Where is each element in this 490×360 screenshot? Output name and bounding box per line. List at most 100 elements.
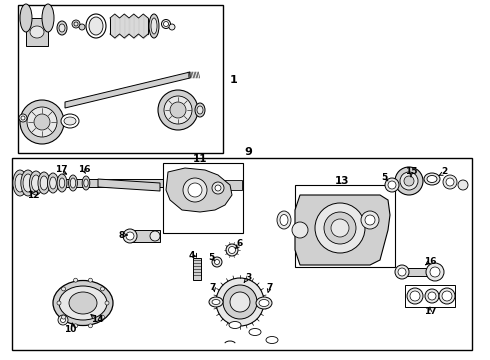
Ellipse shape	[21, 170, 35, 196]
Ellipse shape	[29, 171, 43, 195]
Circle shape	[20, 100, 64, 144]
Circle shape	[365, 215, 375, 225]
Ellipse shape	[280, 215, 288, 225]
Ellipse shape	[70, 178, 76, 188]
Ellipse shape	[424, 173, 440, 185]
Text: 8: 8	[119, 230, 125, 239]
Circle shape	[74, 22, 78, 26]
Ellipse shape	[59, 286, 107, 320]
Circle shape	[395, 167, 423, 195]
Circle shape	[88, 278, 93, 282]
Circle shape	[100, 315, 104, 319]
Circle shape	[21, 116, 25, 120]
Circle shape	[34, 114, 50, 130]
Circle shape	[212, 182, 224, 194]
Circle shape	[410, 291, 420, 301]
Circle shape	[223, 285, 257, 319]
Circle shape	[188, 183, 202, 197]
Circle shape	[425, 289, 439, 303]
Circle shape	[150, 231, 160, 241]
Ellipse shape	[23, 174, 33, 192]
Text: 14: 14	[91, 315, 103, 324]
Circle shape	[158, 90, 198, 130]
Ellipse shape	[427, 175, 437, 183]
Circle shape	[62, 287, 66, 291]
Text: 6: 6	[237, 239, 243, 248]
Circle shape	[19, 114, 27, 122]
Ellipse shape	[13, 170, 27, 196]
Ellipse shape	[82, 176, 90, 190]
Ellipse shape	[59, 178, 65, 188]
Bar	[130, 230, 160, 242]
Text: 16: 16	[78, 165, 90, 174]
Polygon shape	[166, 168, 232, 212]
Text: 5: 5	[381, 172, 387, 181]
Ellipse shape	[86, 14, 106, 38]
Circle shape	[407, 288, 423, 304]
Text: 13: 13	[335, 176, 349, 186]
Ellipse shape	[42, 4, 54, 32]
Ellipse shape	[64, 117, 76, 125]
Ellipse shape	[59, 24, 65, 32]
Ellipse shape	[31, 175, 40, 191]
Ellipse shape	[49, 177, 56, 189]
Circle shape	[324, 212, 356, 244]
Circle shape	[164, 22, 169, 27]
Ellipse shape	[40, 176, 48, 190]
Bar	[12, 158, 472, 350]
Ellipse shape	[57, 174, 67, 192]
Ellipse shape	[151, 18, 157, 34]
Text: 11: 11	[193, 154, 207, 164]
Bar	[26, 18, 48, 46]
Circle shape	[292, 222, 308, 238]
Circle shape	[404, 176, 414, 186]
Circle shape	[385, 178, 399, 192]
Ellipse shape	[61, 114, 79, 128]
Circle shape	[126, 232, 134, 240]
Circle shape	[458, 180, 468, 190]
Text: 16: 16	[424, 256, 436, 266]
Ellipse shape	[69, 175, 77, 191]
Ellipse shape	[195, 103, 205, 117]
Text: 7: 7	[267, 283, 273, 292]
Circle shape	[169, 24, 175, 30]
Ellipse shape	[209, 297, 223, 307]
Bar	[295, 185, 395, 267]
Text: 1: 1	[230, 75, 238, 85]
Text: 3: 3	[245, 274, 251, 283]
Circle shape	[164, 96, 192, 124]
Ellipse shape	[197, 106, 203, 114]
Text: 17: 17	[424, 307, 436, 316]
Circle shape	[62, 315, 66, 319]
Circle shape	[230, 292, 250, 312]
Circle shape	[446, 178, 454, 186]
Circle shape	[162, 19, 171, 28]
Ellipse shape	[149, 14, 159, 38]
Ellipse shape	[57, 21, 67, 35]
Circle shape	[426, 263, 444, 281]
Ellipse shape	[30, 26, 44, 38]
Circle shape	[428, 292, 436, 300]
Bar	[18, 5, 223, 153]
Circle shape	[123, 229, 137, 243]
Circle shape	[400, 172, 418, 190]
Bar	[12, 179, 187, 187]
Circle shape	[226, 244, 238, 256]
Circle shape	[315, 203, 365, 253]
Circle shape	[215, 260, 220, 265]
Ellipse shape	[266, 337, 278, 343]
Circle shape	[183, 178, 207, 202]
Ellipse shape	[229, 321, 241, 328]
Ellipse shape	[259, 300, 269, 306]
Text: 10: 10	[64, 325, 76, 334]
Ellipse shape	[212, 300, 220, 305]
Circle shape	[170, 102, 186, 118]
Polygon shape	[295, 195, 390, 265]
Bar	[193, 258, 201, 280]
Polygon shape	[65, 72, 190, 108]
Text: 7: 7	[210, 283, 216, 292]
Circle shape	[442, 291, 452, 301]
Text: 15: 15	[405, 167, 417, 176]
Ellipse shape	[277, 211, 291, 229]
Ellipse shape	[69, 292, 97, 314]
